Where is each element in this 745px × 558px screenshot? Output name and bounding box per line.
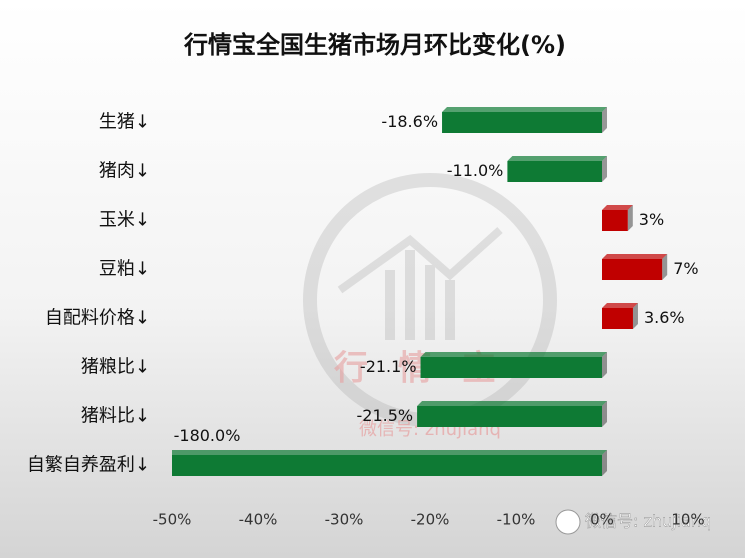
watermark: 微信号: zhujianq	[585, 512, 711, 531]
y-tick-label: 生猪↓	[99, 112, 150, 133]
data-label: -180.0%	[174, 426, 241, 445]
data-label: 7%	[673, 259, 698, 278]
bar	[602, 210, 628, 231]
bars	[172, 107, 668, 476]
data-label: 3.6%	[644, 308, 685, 327]
y-tick-label: 猪粮比↓	[81, 357, 150, 378]
bar	[172, 455, 602, 476]
bar-side	[602, 401, 607, 427]
chart-title: 行情宝全国生猪市场月环比变化(%)	[183, 31, 566, 59]
bar-top	[602, 205, 633, 210]
bar-top	[602, 303, 638, 308]
x-tick-label: -50%	[153, 511, 192, 529]
x-tick-label: -20%	[411, 511, 450, 529]
bar-side	[602, 352, 607, 378]
x-tick-label: 0%	[590, 511, 614, 529]
bar-top	[507, 156, 607, 161]
y-tick-label: 猪肉↓	[99, 161, 150, 182]
bar-side	[627, 205, 633, 231]
x-tick-label: -30%	[325, 511, 364, 529]
bar-side	[632, 303, 638, 329]
y-tick-label: 豆粕↓	[99, 259, 150, 280]
bar-side	[602, 107, 607, 133]
y-tick-label: 自配料价格↓	[45, 308, 150, 329]
x-tick-label: 10%	[671, 511, 704, 529]
data-label: -21.5%	[356, 406, 413, 425]
data-label: -21.1%	[360, 357, 417, 376]
bar-top	[420, 352, 607, 357]
data-label: -11.0%	[447, 161, 504, 180]
y-tick-label: 自繁自养盈利↓	[27, 455, 150, 476]
bar-top	[417, 401, 607, 406]
y-tick-label: 玉米↓	[99, 210, 150, 231]
bar-top	[172, 450, 607, 455]
footer-watermark: 微信号: zhujianq	[555, 509, 711, 535]
x-tick-label: -10%	[497, 511, 536, 529]
x-tick-label: -40%	[239, 511, 278, 529]
bar-side	[602, 450, 607, 476]
bar	[602, 259, 663, 280]
bar-side	[602, 156, 607, 182]
bar	[417, 406, 602, 427]
bar-top	[442, 107, 607, 112]
data-label: -18.6%	[381, 112, 438, 131]
bar	[602, 308, 633, 329]
bar-side	[662, 254, 668, 280]
bar-top	[602, 254, 668, 259]
data-label: 3%	[639, 210, 664, 229]
y-tick-label: 猪料比↓	[81, 406, 150, 427]
bar	[420, 357, 602, 378]
bar	[442, 112, 602, 133]
bar	[507, 161, 602, 182]
